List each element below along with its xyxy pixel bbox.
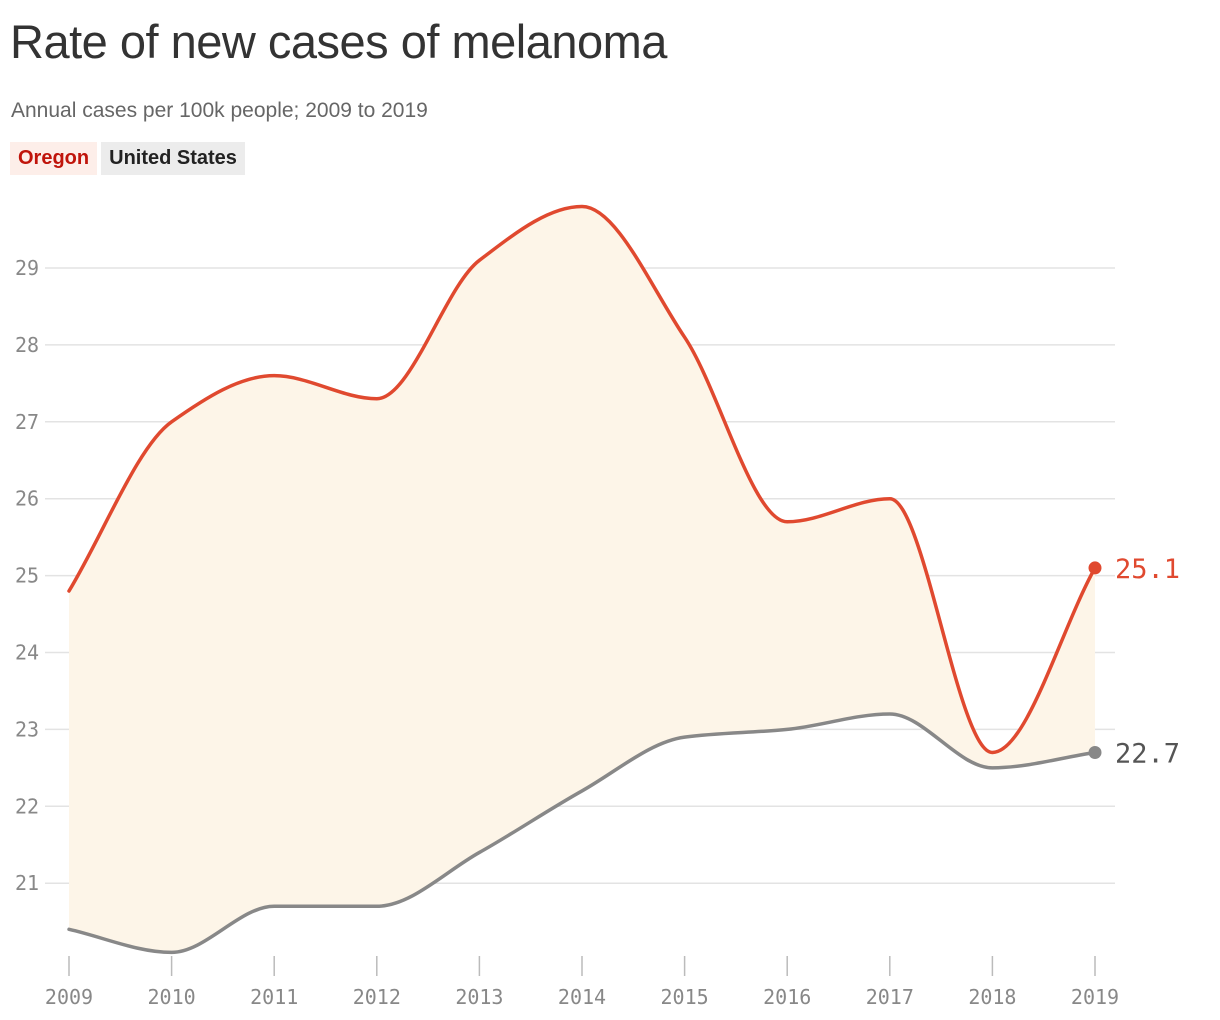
series-lines (67, 204, 1102, 955)
series-line-oregon (67, 204, 1097, 755)
y-tick-label: 27 (15, 410, 39, 434)
x-tick-label: 2018 (968, 985, 1016, 1009)
legend-item-united-states: United States (101, 142, 245, 175)
y-tick-label: 29 (15, 256, 39, 280)
x-tick-label: 2009 (45, 985, 93, 1009)
chart-title: Rate of new cases of melanoma (10, 15, 667, 68)
y-tick-label: 25 (15, 564, 39, 588)
y-tick-label: 26 (15, 487, 39, 511)
legend: Oregon United States (10, 142, 245, 175)
y-tick-label: 28 (15, 333, 39, 357)
x-tick-label: 2014 (558, 985, 606, 1009)
end-marker-united-states (1088, 745, 1102, 759)
end-labels: 25.1 22.7 (1115, 554, 1180, 770)
x-tick-label: 2011 (250, 985, 298, 1009)
x-axis-ticks: 2009 2010 2011 2012 2013 2014 2015 2016 2017 2018… (45, 956, 1119, 1009)
y-tick-label: 21 (15, 871, 39, 895)
x-tick-label: 2015 (661, 985, 709, 1009)
series-line-united-states (67, 712, 1097, 955)
end-marker-oregon (1088, 561, 1102, 575)
x-tick-label: 2010 (148, 985, 196, 1009)
end-label-united-states: 22.7 (1115, 738, 1180, 769)
chart-subtitle: Annual cases per 100k people; 2009 to 20… (11, 99, 428, 122)
legend-item-oregon: Oregon (10, 142, 98, 175)
y-tick-label: 23 (15, 717, 39, 741)
x-tick-label: 2016 (763, 985, 811, 1009)
y-axis-ticks: 21 22 23 24 25 26 27 28 29 (15, 256, 39, 895)
x-tick-label: 2017 (866, 985, 914, 1009)
x-tick-label: 2013 (455, 985, 503, 1009)
end-label-oregon: 25.1 (1115, 554, 1180, 585)
fill-between-series (69, 206, 1095, 953)
x-tick-label: 2019 (1071, 985, 1119, 1009)
x-tick-label: 2012 (353, 985, 401, 1009)
y-tick-label: 24 (15, 641, 39, 665)
y-tick-label: 22 (15, 794, 39, 818)
